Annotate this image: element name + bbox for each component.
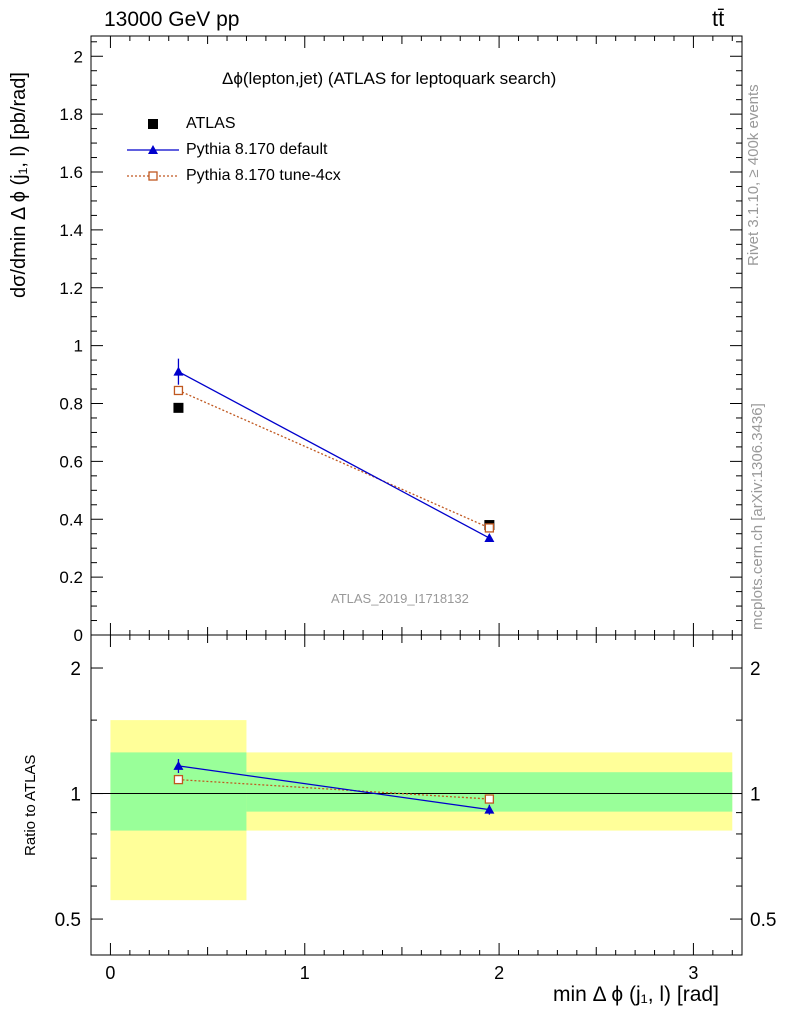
data-point-pythia-tune: [173, 385, 184, 396]
data-point-pythia-tune: [484, 523, 495, 533]
legend-label-pythia-tune: Pythia 8.170 tune-4cx: [186, 167, 341, 184]
main-y-tick-label: 0.8: [59, 395, 83, 414]
legend-marker-pythia-default: [148, 145, 158, 154]
ratio-y-tick-label-right: 0.5: [750, 910, 776, 931]
main-y-tick-label: 1.4: [59, 221, 83, 240]
ratio-y-tick-label-right: 2: [750, 659, 761, 680]
series-line-pythia-default: [178, 371, 490, 539]
data-point-pythia-default: [173, 366, 184, 376]
ratio-point-pythia-default: [484, 804, 495, 814]
legend-marker-atlas: [148, 119, 158, 129]
ratio-point-pythia-tune: [173, 774, 184, 785]
ratio-point-pythia-tune: [484, 794, 495, 804]
ratio-plot-frame: [90, 634, 743, 956]
x-tick-label: 3: [688, 963, 698, 983]
main-y-tick-label: 0.4: [59, 510, 83, 529]
ratio-point-pythia-default: [173, 760, 184, 770]
main-y-tick-label: 1.6: [59, 163, 83, 182]
ratio-y-tick-label-right: 1: [750, 785, 761, 806]
main-y-tick-label: 0.6: [59, 452, 83, 471]
rivet-label: Rivet 3.1.10, ≥ 400k events: [745, 84, 762, 266]
energy-label: 13000 GeV pp: [104, 8, 240, 31]
main-chart-title: Δϕ(lepton,jet) (ATLAS for leptoquark sea…: [222, 69, 557, 88]
process-label: tt̄: [712, 6, 725, 31]
main-y-tick-label: 2: [74, 47, 83, 66]
x-tick-label: 1: [300, 963, 310, 983]
main-y-tick-label: 0: [74, 626, 83, 645]
ratio-y-tick-label: 0.5: [55, 910, 81, 931]
legend-label-atlas: ATLAS: [186, 115, 236, 132]
ratio-line-pythia-default: [178, 765, 490, 811]
ratio-y-axis-label: Ratio to ATLAS: [22, 754, 39, 856]
legend-marker-pythia-tune: [148, 171, 158, 181]
legend-label-pythia-default: Pythia 8.170 default: [186, 141, 328, 158]
main-y-tick-label: 1.2: [59, 279, 83, 298]
ratio-y-tick-label: 1: [70, 785, 81, 806]
main-y-tick-label: 0.2: [59, 568, 83, 587]
main-y-tick-label: 1: [74, 337, 83, 356]
x-tick-label: 2: [494, 963, 504, 983]
main-y-axis-label: dσ/dmin Δ ϕ (j₁, l) [pb/rad]: [8, 72, 30, 298]
data-point-pythia-default: [484, 533, 495, 543]
mcplots-label: mcplots.cern.ch [arXiv:1306.3436]: [749, 403, 766, 630]
data-point-atlas: [173, 402, 184, 413]
watermark-label: ATLAS_2019_I1718132: [331, 591, 469, 606]
x-tick-label: 0: [105, 963, 115, 983]
main-y-tick-label: 1.8: [59, 105, 83, 124]
x-axis-label: min Δ ϕ (j₁, l) [rad]: [553, 983, 719, 1006]
series-line-pythia-tune: [178, 389, 490, 529]
ratio-y-tick-label: 2: [70, 659, 81, 680]
